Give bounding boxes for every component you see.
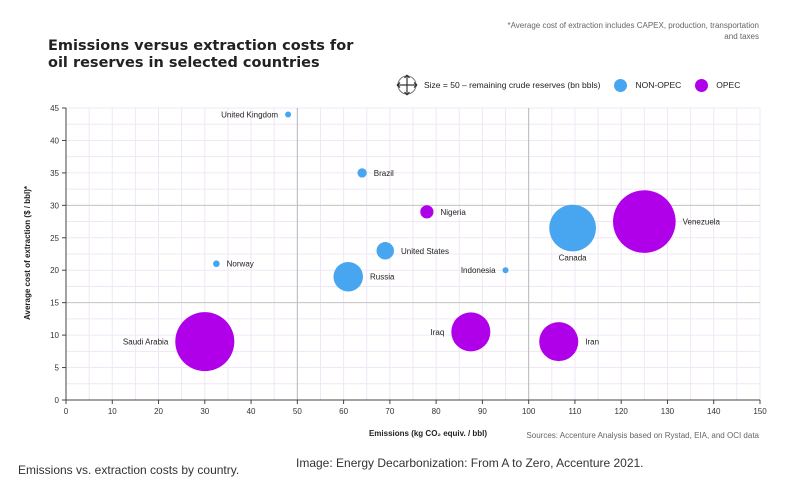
legend-item-non-opec: NON-OPEC	[614, 78, 682, 92]
y-tick-label: 30	[50, 201, 59, 210]
x-tick-label: 30	[200, 407, 209, 416]
image-credit: Image: Energy Decarbonization: From A to…	[296, 456, 644, 470]
bubble-chart: 0 10 20 30 40 50 60 70 80 90 100 110 120 130 140 150 0 5 1…	[23, 104, 767, 438]
y-axis-label: Average cost of extraction ($ / bbl)*	[23, 185, 32, 320]
bubbles	[175, 111, 676, 372]
x-tick-label: 60	[339, 407, 348, 416]
label-russia: Russia	[370, 273, 395, 282]
x-tick-label: 90	[478, 407, 487, 416]
bubble-united-kingdom	[285, 111, 292, 118]
label-iraq: Iraq	[431, 328, 445, 337]
label-nigeria: Nigeria	[440, 208, 466, 217]
x-tick-label: 100	[522, 407, 536, 416]
label-venezuela: Venezuela	[683, 218, 721, 227]
label-norway: Norway	[227, 260, 254, 269]
caption: Emissions vs. extraction costs by countr…	[18, 463, 240, 477]
label-saudi-arabia: Saudi Arabia	[123, 338, 169, 347]
y-tick-label: 20	[50, 266, 59, 275]
legend-opec-label: OPEC	[716, 80, 741, 90]
bubble-united-states	[376, 242, 394, 260]
sources-note: Sources: Accenture Analysis based on Rys…	[526, 431, 759, 440]
legend-non-opec-label: NON-OPEC	[635, 80, 682, 90]
axes: 0 10 20 30 40 50 60 70 80 90 100 110 120 130 140 150 0 5 1…	[50, 104, 767, 416]
x-tick-label: 10	[108, 407, 117, 416]
label-brazil: Brazil	[374, 169, 394, 178]
bubble-venezuela	[613, 190, 676, 253]
bubble-russia	[333, 261, 363, 292]
legend: Size = 50 – remaining crude reserves (bn…	[396, 74, 740, 96]
x-tick-label: 0	[64, 407, 69, 416]
label-indonesia: Indonesia	[461, 266, 496, 275]
grid	[66, 107, 761, 400]
legend-size-label: Size = 50 – remaining crude reserves (bn…	[424, 80, 601, 90]
x-tick-label: 140	[707, 407, 721, 416]
y-tick-label: 10	[50, 331, 59, 340]
non-opec-swatch	[614, 78, 628, 92]
x-axis-label: Emissions (kg CO₂ equiv. / bbl)	[369, 429, 487, 438]
bubble-brazil	[357, 168, 367, 178]
point-labels: United Kingdom Brazil Nigeria Canada Venezue…	[123, 110, 721, 346]
opec-swatch	[695, 78, 709, 92]
legend-item-opec: OPEC	[695, 78, 741, 92]
x-tick-label: 70	[385, 407, 394, 416]
bubble-iran	[539, 322, 579, 362]
label-iran: Iran	[585, 338, 599, 347]
x-tick-label: 20	[154, 407, 163, 416]
x-tick-label: 120	[615, 407, 629, 416]
y-tick-label: 5	[55, 364, 60, 373]
x-tick-label: 110	[569, 407, 582, 416]
x-tick-label: 150	[753, 407, 767, 416]
y-tick-label: 35	[50, 169, 59, 178]
x-tick-label: 40	[247, 407, 256, 416]
y-tick-label: 45	[50, 104, 59, 113]
y-tick-label: 0	[55, 396, 60, 405]
label-canada: Canada	[559, 253, 588, 262]
bubble-saudi-arabia	[175, 312, 235, 372]
chart-title: Emissions versus extraction costs for oi…	[48, 38, 354, 71]
y-tick-label: 40	[50, 136, 59, 145]
y-tick-label: 15	[50, 299, 59, 308]
label-united-kingdom: United Kingdom	[221, 110, 278, 119]
bubble-canada	[549, 204, 596, 252]
arrows-move-icon	[396, 74, 418, 96]
y-tick-label: 25	[50, 234, 59, 243]
bubble-nigeria	[420, 205, 434, 219]
label-united-states: United States	[401, 247, 449, 256]
bubble-norway	[213, 260, 220, 268]
x-tick-label: 80	[432, 407, 441, 416]
bubble-indonesia	[502, 267, 509, 274]
x-tick-label: 50	[293, 407, 302, 416]
bubble-iraq	[451, 312, 491, 352]
x-tick-label: 130	[661, 407, 675, 416]
cost-footnote: *Average cost of extraction includes CAP…	[507, 21, 759, 41]
